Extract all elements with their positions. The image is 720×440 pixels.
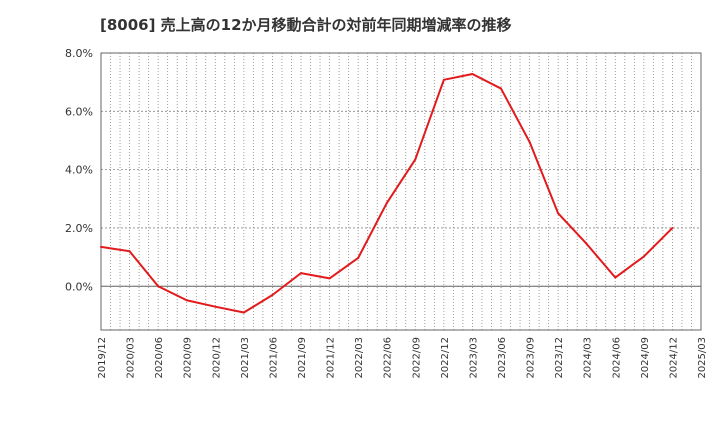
- y-tick-label: 4.0%: [65, 164, 93, 177]
- x-tick-label: 2023/06: [497, 337, 508, 379]
- data-point: [671, 226, 674, 229]
- x-tick-label: 2024/06: [611, 337, 622, 379]
- data-point: [528, 140, 531, 143]
- data-point: [242, 311, 245, 314]
- x-tick-label: 2024/03: [583, 337, 594, 379]
- plot-frame: [100, 52, 702, 331]
- x-tick-label: 2022/09: [411, 337, 422, 379]
- x-tick-label: 2023/12: [554, 337, 565, 379]
- x-tick-label: 2021/06: [268, 337, 279, 379]
- x-tick-label: 2022/12: [440, 337, 451, 379]
- plot-background: [101, 53, 701, 330]
- y-tick-label: 0.0%: [65, 280, 93, 293]
- data-point: [271, 294, 274, 297]
- x-tick-label: 2020/03: [126, 337, 137, 379]
- data-point: [471, 72, 474, 75]
- x-tick-label: 2021/12: [326, 337, 337, 379]
- x-tick-label: 2022/03: [354, 337, 365, 379]
- x-tick-label: 2024/12: [668, 337, 679, 379]
- data-point: [357, 256, 360, 259]
- x-tick-label: 2020/06: [154, 337, 165, 379]
- x-tick-label: 2020/12: [211, 337, 222, 379]
- data-point: [328, 277, 331, 280]
- x-tick-label: 2022/06: [383, 337, 394, 379]
- data-point: [614, 276, 617, 279]
- x-tick-label: 2025/03: [697, 337, 708, 379]
- data-point: [214, 305, 217, 308]
- data-point: [414, 158, 417, 161]
- data-point: [128, 250, 131, 253]
- data-point: [385, 202, 388, 205]
- data-point: [185, 299, 188, 302]
- y-tick-label: 6.0%: [65, 105, 93, 118]
- x-tick-label: 2023/09: [526, 337, 537, 379]
- data-point: [642, 255, 645, 258]
- chart-title: [8006] 売上高の12か月移動合計の対前年同期増減率の推移: [100, 16, 512, 34]
- data-point: [500, 87, 502, 90]
- x-tick-label: 2023/03: [468, 337, 479, 379]
- data-point: [442, 78, 445, 81]
- data-point: [300, 272, 302, 275]
- x-tick-label: 2020/09: [183, 337, 194, 379]
- data-point: [585, 242, 588, 245]
- x-tick-label: 2021/09: [297, 337, 308, 379]
- data-point: [557, 212, 560, 215]
- data-point: [100, 245, 102, 248]
- y-tick-label: 8.0%: [65, 47, 93, 60]
- x-tick-label: 2024/09: [640, 337, 651, 379]
- x-tick-label: 2021/03: [240, 337, 251, 379]
- data-point: [157, 285, 160, 288]
- y-tick-label: 2.0%: [65, 222, 93, 235]
- x-tick-label: 2019/12: [97, 337, 108, 379]
